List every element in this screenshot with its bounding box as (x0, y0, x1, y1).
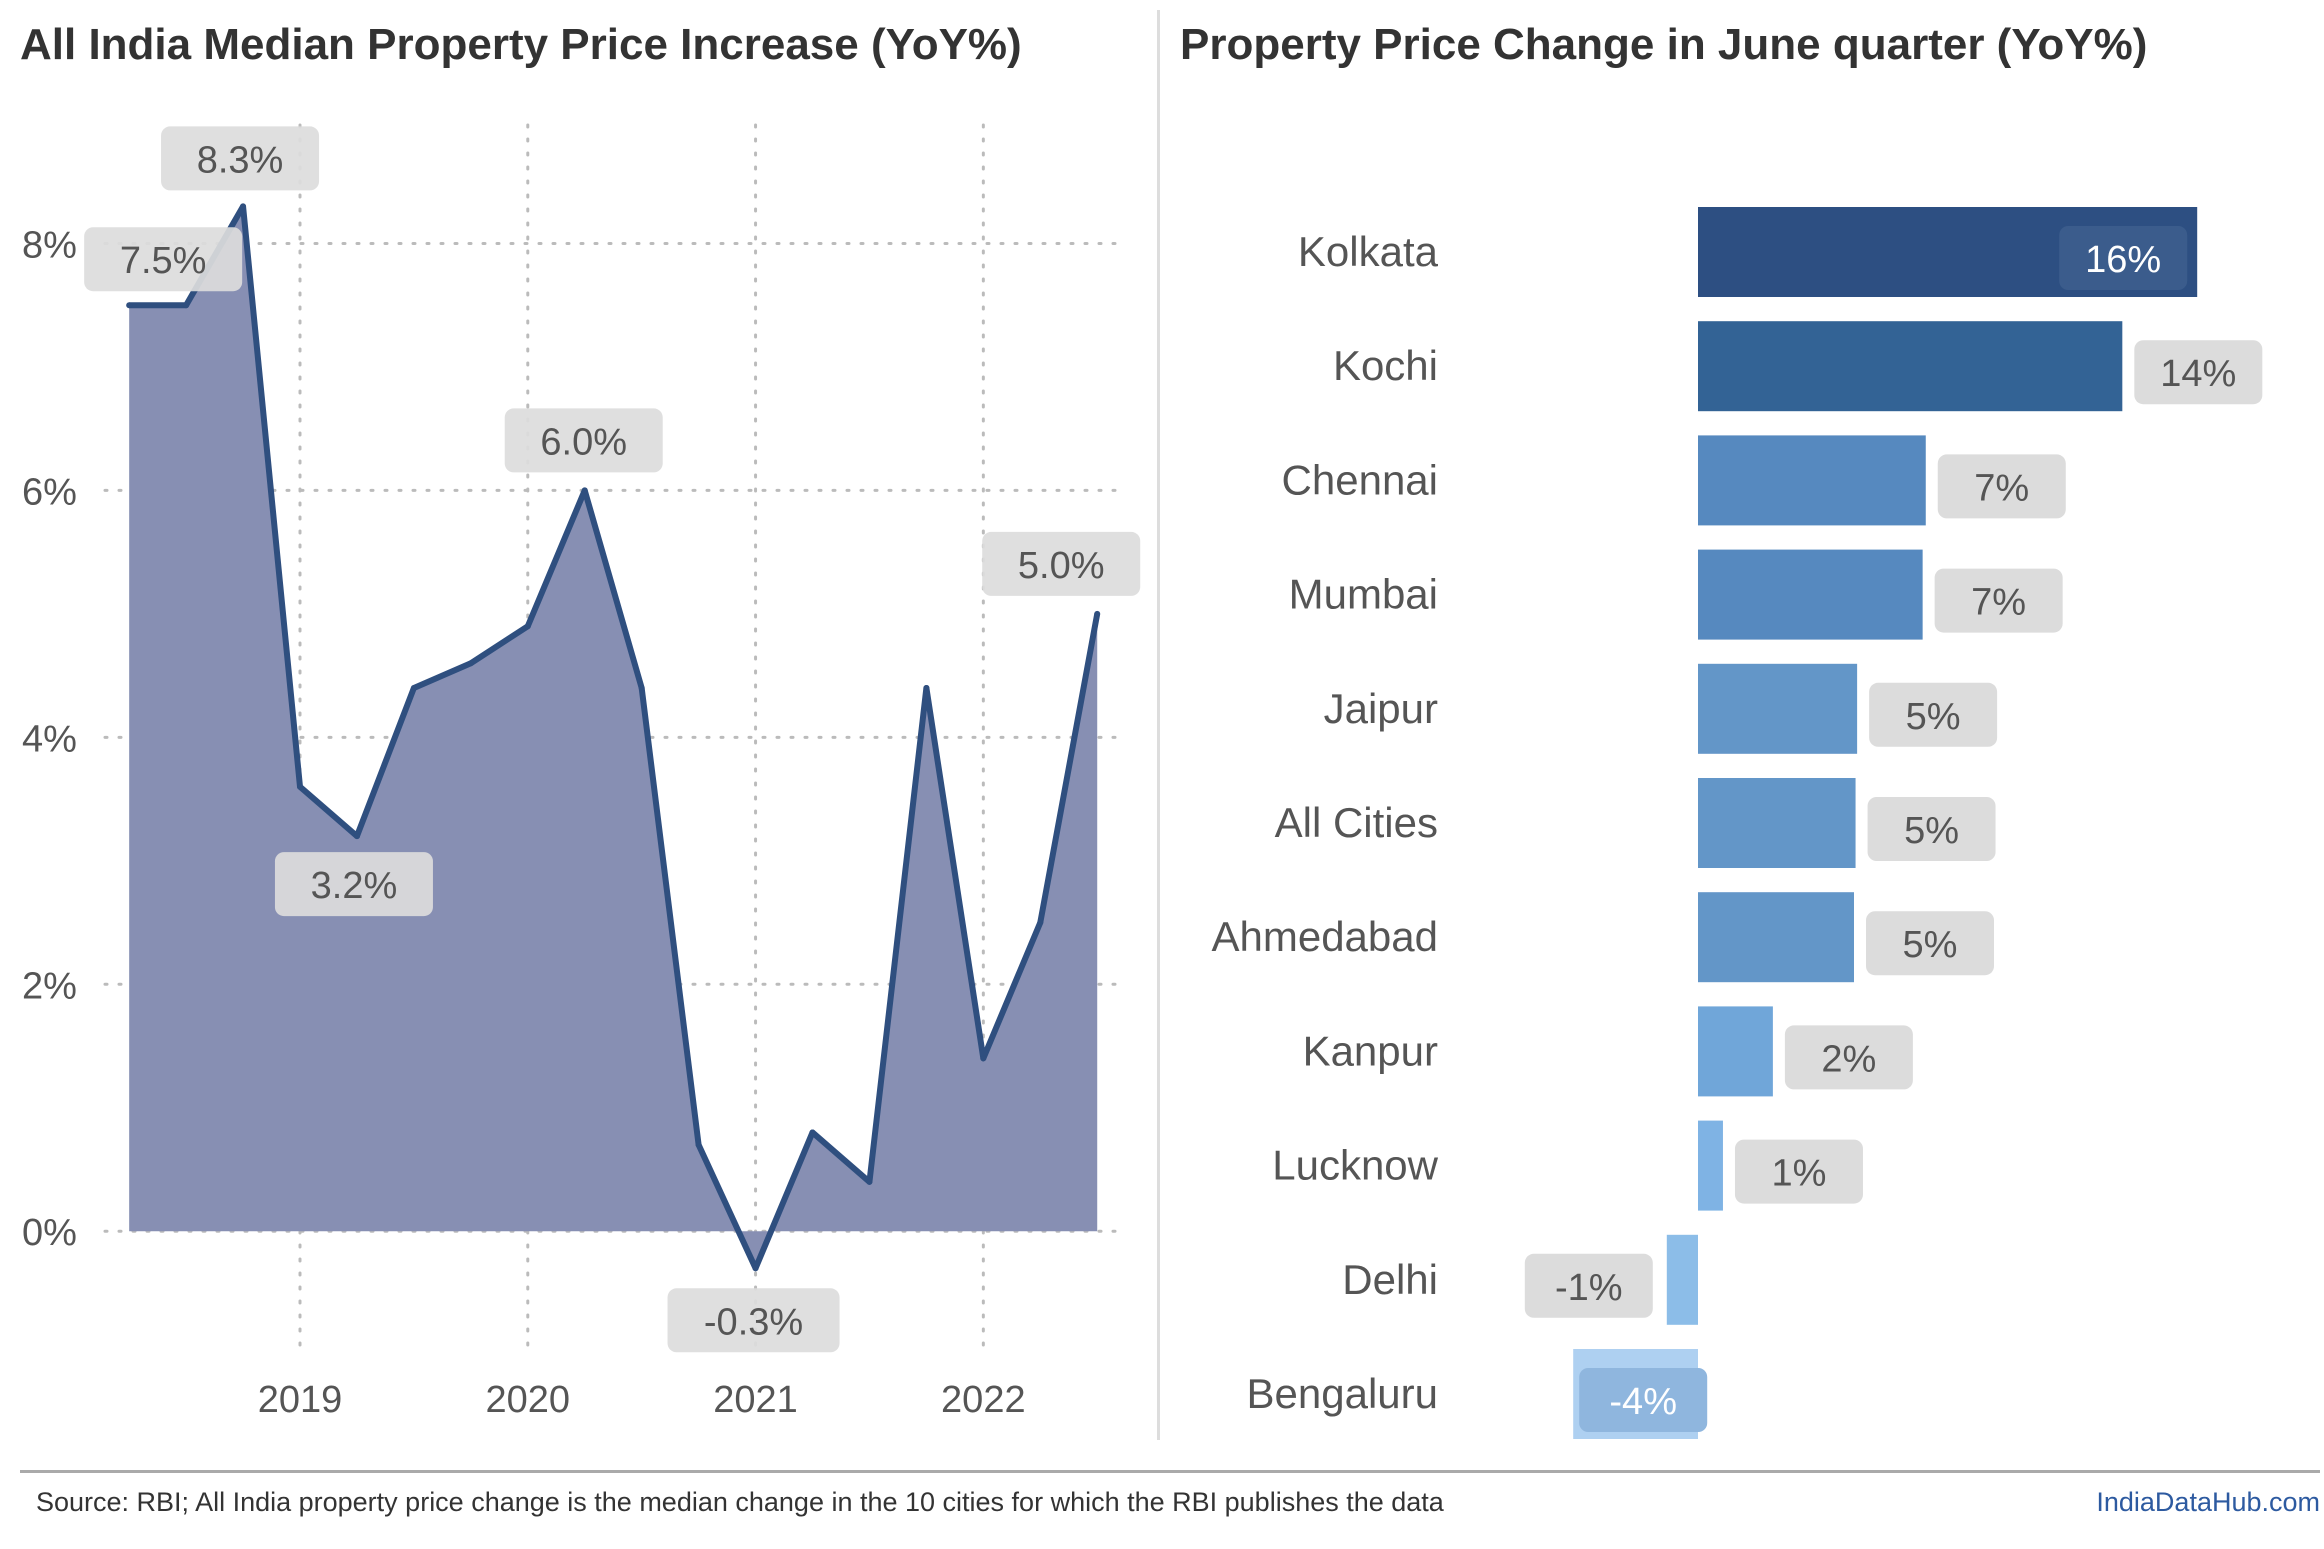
footer-rule (20, 1470, 2320, 1473)
value-label: 7% (1971, 582, 2026, 624)
bar (1698, 778, 1856, 868)
value-label-box (1524, 1253, 1653, 1318)
data-point (183, 302, 190, 309)
category-label: Jaipur (1324, 685, 1438, 732)
bar (1698, 321, 2123, 412)
left-chart-title: All India Median Property Price Increase… (20, 20, 1022, 69)
value-label: 5% (1906, 696, 1961, 738)
data-point (866, 1178, 873, 1185)
value-label: 1% (1771, 1153, 1826, 1195)
bar (1698, 663, 1858, 754)
data-point (581, 487, 588, 494)
y-tick-label: 0% (22, 1212, 77, 1254)
data-point (126, 302, 133, 309)
value-label: 5% (1904, 810, 1959, 852)
right-chart-title: Property Price Change in June quarter (Y… (1180, 20, 2148, 69)
bar (1698, 435, 1926, 526)
data-point (695, 1141, 702, 1148)
bar (1698, 892, 1854, 983)
bar (1698, 549, 1923, 640)
category-label: All Cities (1275, 799, 1438, 846)
data-point (410, 684, 417, 691)
annotation-box (667, 1288, 840, 1353)
brand-link[interactable]: IndiaDataHub.com (2096, 1487, 2320, 1517)
y-tick-label: 4% (22, 718, 77, 760)
data-point (980, 1055, 987, 1062)
value-label-box (1579, 1368, 1708, 1432)
bar (1666, 1234, 1698, 1325)
value-label-box (2134, 340, 2263, 405)
value-label: 2% (1821, 1038, 1876, 1080)
annotation-label: -0.3% (704, 1301, 803, 1343)
annotation-box (161, 126, 320, 191)
value-label-box (1937, 454, 2066, 519)
annotation-label: 5.0% (1018, 545, 1105, 587)
area-chart: 0% 2% 4% 6% 8% 2019 2020 2021 2022 7.5% 8.3% 3.2% 6.… (22, 123, 1141, 1421)
value-label: -4% (1609, 1381, 1677, 1423)
panel-divider (1157, 10, 1160, 1440)
annotation-label: 7.5% (120, 240, 207, 282)
category-label: Lucknow (1272, 1142, 1438, 1189)
value-label-box (1867, 797, 1996, 861)
value-label-box (2059, 226, 2188, 290)
value-label-box (1934, 568, 2063, 633)
x-tick-label: 2020 (486, 1379, 571, 1421)
data-point (752, 1265, 759, 1272)
annotation-label: 6.0% (540, 421, 627, 463)
bar (1698, 1006, 1773, 1097)
x-tick-label: 2019 (258, 1379, 343, 1421)
data-point (240, 203, 247, 210)
data-point (467, 660, 474, 667)
annotation-box (504, 408, 663, 473)
value-label-box (1734, 1139, 1863, 1204)
category-label: Chennai (1282, 456, 1438, 503)
series-line (129, 203, 1101, 1272)
value-label-box (1866, 911, 1994, 976)
bar-chart: Kolkata 16% Kochi 14% Chennai 7% Mumbai 7% Jaipu… (1211, 207, 2263, 1439)
category-label: Kolkata (1298, 228, 1439, 275)
data-point (353, 833, 360, 840)
value-label: -1% (1555, 1267, 1623, 1309)
area-fill (129, 206, 1098, 1269)
category-label: Delhi (1342, 1256, 1438, 1303)
category-label: Ahmedabad (1211, 913, 1438, 960)
charts-canvas: 0% 2% 4% 6% 8% 2019 2020 2021 2022 7.5% 8.3% 3.2% 6.… (22, 123, 2263, 1439)
x-tick-label: 2021 (713, 1379, 798, 1421)
annotation-box (982, 531, 1141, 596)
value-label-box (1869, 682, 1998, 747)
annotation-box (84, 227, 243, 292)
data-point (638, 684, 645, 691)
data-point (297, 783, 303, 790)
x-tick-label: 2022 (941, 1379, 1026, 1421)
category-label: Kanpur (1303, 1027, 1438, 1074)
data-point (524, 623, 531, 630)
annotation-label: 3.2% (311, 865, 398, 907)
data-point (1037, 919, 1044, 926)
source-note: Source: RBI; All India property price ch… (36, 1487, 1444, 1517)
data-point (923, 684, 930, 691)
bar (1698, 1120, 1723, 1211)
data-point (809, 1129, 816, 1136)
y-tick-label: 6% (22, 471, 77, 513)
value-label: 5% (1903, 924, 1958, 966)
annotation-box (274, 852, 433, 917)
category-label: Bengaluru (1247, 1370, 1438, 1417)
category-label: Mumbai (1289, 571, 1438, 618)
value-label: 16% (2085, 239, 2161, 281)
category-label: Kochi (1333, 342, 1438, 389)
value-label: 7% (1974, 467, 2029, 509)
value-label-box (1784, 1025, 1913, 1090)
data-point (1094, 610, 1101, 617)
y-tick-label: 8% (22, 224, 77, 266)
value-label: 14% (2160, 353, 2236, 395)
annotation-label: 8.3% (197, 139, 284, 181)
y-tick-label: 2% (22, 965, 77, 1007)
